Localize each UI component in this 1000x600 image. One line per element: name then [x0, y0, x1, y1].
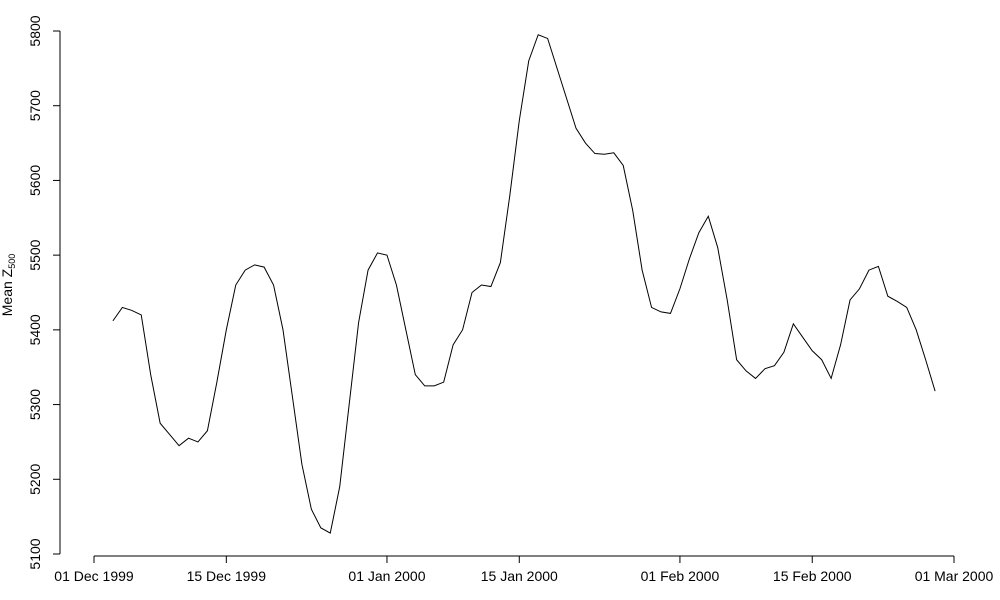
x-tick-label: 01 Mar 2000: [915, 568, 994, 584]
x-tick-label: 01 Dec 1999: [54, 568, 134, 584]
y-tick-label: 5100: [27, 538, 43, 569]
y-tick-label: 5300: [27, 389, 43, 420]
x-tick-label: 15 Jan 2000: [481, 568, 558, 584]
x-tick-label: 01 Jan 2000: [348, 568, 425, 584]
x-tick-label: 01 Feb 2000: [641, 568, 720, 584]
y-axis-title: Mean Z500: [0, 254, 17, 317]
y-tick-label: 5500: [27, 239, 43, 270]
y-tick-label: 5800: [27, 15, 43, 46]
y-tick-label: 5600: [27, 165, 43, 196]
y-tick-label: 5700: [27, 90, 43, 121]
y-tick-label: 5400: [27, 314, 43, 345]
x-tick-label: 15 Feb 2000: [773, 568, 852, 584]
y-axis-title-main: Mean Z: [0, 268, 15, 316]
y-axis-title-subscript: 500: [7, 254, 17, 269]
y-tick-label: 5200: [27, 464, 43, 495]
line-series: [112, 34, 936, 534]
x-tick-label: 15 Dec 1999: [187, 568, 267, 584]
